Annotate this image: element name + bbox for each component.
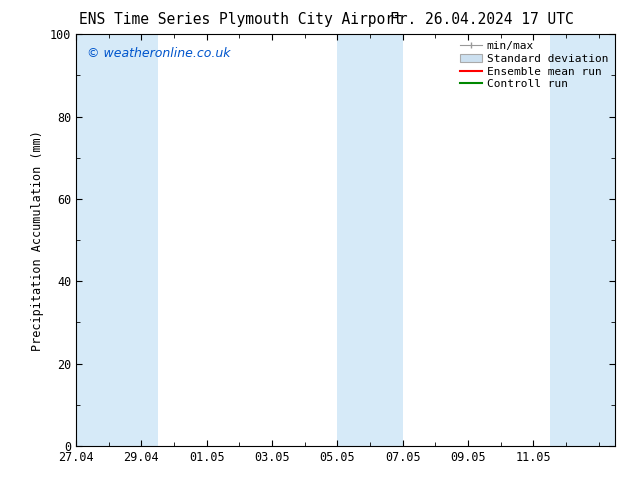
Bar	[337, 34, 403, 446]
Text: ENS Time Series Plymouth City Airport: ENS Time Series Plymouth City Airport	[79, 12, 403, 27]
Text: Fr. 26.04.2024 17 UTC: Fr. 26.04.2024 17 UTC	[390, 12, 574, 27]
Bar	[550, 34, 615, 446]
Text: © weatheronline.co.uk: © weatheronline.co.uk	[87, 47, 230, 60]
Legend: min/max, Standard deviation, Ensemble mean run, Controll run: min/max, Standard deviation, Ensemble me…	[457, 38, 612, 93]
Bar	[76, 34, 141, 446]
Y-axis label: Precipitation Accumulation (mm): Precipitation Accumulation (mm)	[31, 130, 44, 350]
Bar	[141, 34, 158, 446]
